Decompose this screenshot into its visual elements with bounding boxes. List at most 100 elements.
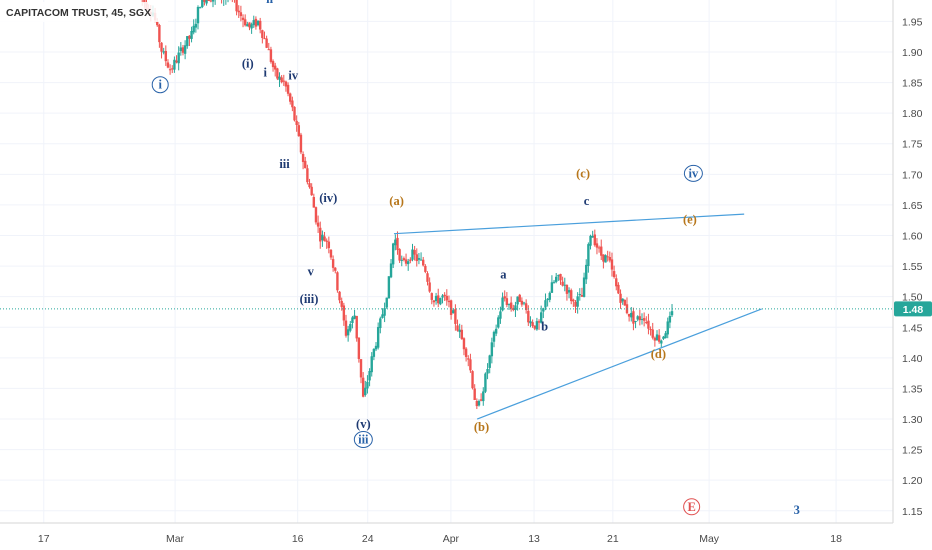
candle-body bbox=[535, 321, 539, 330]
candle-body bbox=[439, 298, 442, 305]
candle-body bbox=[488, 355, 491, 368]
candle-body bbox=[379, 318, 382, 329]
candle-body bbox=[524, 303, 528, 311]
candle-body bbox=[400, 259, 403, 261]
candle-body bbox=[437, 295, 440, 304]
candle-body bbox=[625, 304, 629, 314]
candle-body bbox=[413, 250, 416, 255]
candle-body bbox=[162, 51, 165, 53]
candle-body bbox=[602, 254, 605, 262]
candle-body bbox=[143, 0, 146, 3]
candle-body bbox=[196, 7, 200, 24]
candle-body bbox=[645, 322, 648, 324]
wave-a-paren: (a) bbox=[389, 194, 404, 208]
wave-e-circled: E bbox=[687, 500, 695, 514]
candle-body bbox=[649, 329, 652, 331]
candle-body bbox=[211, 0, 215, 2]
y-tick-label: 1.65 bbox=[902, 200, 923, 212]
wave-c-paren: (c) bbox=[576, 166, 590, 180]
y-tick-label: 1.95 bbox=[902, 16, 923, 28]
candle-body bbox=[372, 348, 376, 357]
x-tick-label: Mar bbox=[166, 533, 185, 545]
candle-body bbox=[411, 249, 414, 260]
candle-body bbox=[670, 311, 674, 316]
candle-body bbox=[177, 52, 180, 64]
candle-body bbox=[505, 298, 509, 305]
candle-body bbox=[346, 329, 350, 336]
candle-body bbox=[647, 320, 650, 329]
candle-body bbox=[619, 293, 622, 303]
candle-body bbox=[585, 264, 588, 280]
candle-body bbox=[443, 294, 446, 297]
candle-body bbox=[531, 322, 534, 326]
candle-body bbox=[207, 0, 210, 1]
candle-body bbox=[201, 0, 204, 8]
wave-paren-iii: (iii) bbox=[300, 292, 319, 306]
candle-body bbox=[537, 321, 541, 323]
candle-body bbox=[503, 296, 506, 299]
candle-body bbox=[655, 334, 659, 341]
price-axis[interactable] bbox=[893, 0, 932, 523]
candle-body bbox=[426, 273, 429, 282]
candle-body bbox=[254, 18, 258, 27]
candle-body bbox=[351, 317, 354, 324]
candle-body bbox=[409, 259, 412, 261]
candle-body bbox=[595, 243, 599, 248]
candle-body bbox=[203, 0, 206, 2]
candle-body bbox=[591, 235, 594, 238]
candle-body bbox=[389, 263, 393, 278]
candle-body bbox=[166, 62, 170, 68]
wave-iv-circled: iv bbox=[689, 166, 699, 180]
candle-body bbox=[387, 276, 391, 299]
candle-body bbox=[171, 68, 174, 70]
candle-body bbox=[327, 241, 331, 249]
candle-body bbox=[477, 401, 481, 406]
candle-body bbox=[246, 24, 249, 27]
last-price-badge-label: 1.48 bbox=[903, 304, 924, 316]
candle-body bbox=[286, 84, 290, 94]
candle-body bbox=[252, 20, 255, 26]
candle-body bbox=[475, 401, 479, 407]
candle-body bbox=[261, 30, 264, 38]
grid-lines bbox=[0, 20, 893, 512]
wave-v: v bbox=[308, 264, 315, 278]
candle-body bbox=[570, 290, 573, 302]
upper-trendline bbox=[393, 213, 745, 235]
candle-body bbox=[274, 65, 277, 70]
candle-body bbox=[192, 25, 195, 33]
candle-body bbox=[301, 153, 305, 163]
wave-b-paren: (b) bbox=[474, 420, 489, 434]
wave-a: a bbox=[500, 267, 507, 281]
candle-body bbox=[557, 275, 560, 277]
candle-body bbox=[349, 324, 352, 331]
candle-body bbox=[447, 300, 451, 303]
candle-body bbox=[651, 329, 654, 338]
candle-body bbox=[293, 106, 296, 121]
candle-body bbox=[507, 304, 511, 306]
y-tick-label: 1.85 bbox=[902, 78, 923, 90]
wave-iii: iii bbox=[279, 157, 290, 171]
candle-body bbox=[580, 295, 584, 297]
candle-body bbox=[186, 36, 189, 47]
candle-body bbox=[250, 24, 253, 29]
candle-body bbox=[404, 259, 408, 264]
trend-lines[interactable] bbox=[393, 213, 762, 420]
x-tick-label: May bbox=[699, 533, 720, 545]
candle-body bbox=[381, 314, 384, 318]
candle-body bbox=[467, 358, 470, 360]
x-tick-label: 21 bbox=[607, 533, 619, 545]
wave-annotations: iii(i)iiviii(iv)v(iii)(v)iii(a)(b)(c)(d)… bbox=[151, 0, 800, 517]
candle-body bbox=[198, 7, 202, 9]
candle-body bbox=[533, 325, 536, 329]
candle-body bbox=[304, 160, 307, 169]
wave-iv: iv bbox=[288, 69, 298, 83]
y-tick-label: 1.40 bbox=[902, 353, 923, 365]
candle-body bbox=[271, 61, 275, 68]
candle-body bbox=[241, 17, 245, 20]
time-axis[interactable] bbox=[0, 523, 893, 550]
candle-body bbox=[239, 12, 243, 17]
candle-body bbox=[391, 243, 395, 265]
candle-body bbox=[344, 320, 348, 336]
candle-body bbox=[634, 320, 637, 322]
